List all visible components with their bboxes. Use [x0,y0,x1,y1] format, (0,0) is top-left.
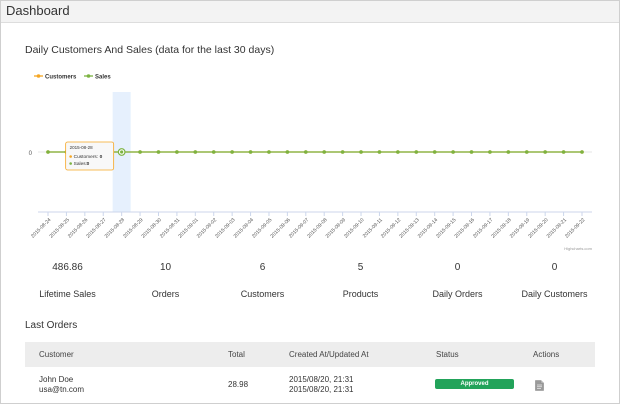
stat-value: 0 [512,257,597,280]
order-total: 28.98 [228,380,249,389]
order-updated-at: 2015/08/20, 21:31 [289,385,354,394]
last-orders-title: Last Orders [25,320,78,331]
stat-customers[interactable]: 6 Customers [220,257,305,308]
column-header-total: Total [228,350,245,359]
tooltip-sales-label: Sales: [74,161,87,167]
stat-label: Lifetime Sales [39,289,96,299]
stat-lifetime-sales[interactable]: 486.86 Lifetime Sales [25,257,110,308]
chart-credit: Highcharts.com [564,246,592,251]
document-icon[interactable] [535,378,544,396]
data-point [193,150,198,154]
data-point [414,150,419,154]
page-header: Dashboard [1,1,619,23]
data-point [488,150,492,154]
data-point [303,150,308,154]
stat-label: Products [342,289,379,299]
data-point [506,150,511,154]
stat-label: Orders [151,289,180,299]
data-point [377,150,382,154]
data-point [138,150,142,154]
column-header-customer: Customer [39,350,74,359]
data-point [46,150,50,154]
data-point [359,150,363,154]
y-tick-label: 0 [29,151,33,157]
tooltip-date: 2015-08-28 [70,145,94,150]
data-point [322,150,327,154]
legend-label: Customers [45,75,77,81]
data-point [561,150,566,154]
data-point [267,150,271,154]
tooltip-sales-value: 0 [87,161,90,167]
data-point [432,150,437,154]
customer-email: usa@tn.com [39,385,85,394]
order-created-at: 2015/08/20, 21:31 [289,375,354,384]
data-point [543,150,547,154]
data-point [211,150,216,154]
orders-table-header: Customer Total Created At/Updated At Sta… [25,342,595,367]
daily-chart[interactable]: 02015-08-242015-08-252015-08-262015-08-2… [0,0,620,256]
stat-value: 5 [318,257,403,280]
hover-marker-dot [120,150,124,154]
stat-daily-orders[interactable]: 0 Daily Orders [415,257,500,308]
data-point [340,150,345,154]
data-point [230,150,234,154]
legend-marker [36,74,41,78]
tooltip-box [65,141,115,171]
stat-value: 6 [220,257,305,280]
data-point [451,150,455,154]
data-point [285,150,290,154]
tooltip-customers-label: Customers: [74,154,99,160]
chart-title: Daily Customers And Sales (data for the … [25,44,275,56]
tooltip-customers-marker [69,155,72,158]
data-point [580,150,584,154]
stat-value: 0 [415,257,500,280]
data-point [469,150,474,154]
stat-label: Customers [240,289,285,299]
column-header-created: Created At/Updated At [289,350,369,359]
column-header-actions: Actions [533,350,560,359]
data-point [175,150,179,154]
page-title: Dashboard [6,3,70,18]
data-point [524,150,529,154]
stat-products[interactable]: 5 Products [318,257,403,308]
tooltip-customers-value: 0 [100,154,103,160]
status-badge: Approved [435,379,514,389]
stat-value: 486.86 [25,257,110,280]
stat-label: Daily Orders [432,289,483,299]
legend-marker [86,74,91,78]
stat-value: 10 [123,257,208,280]
data-point [248,150,253,154]
table-row[interactable]: John Doe usa@tn.com 28.98 2015/08/20, 21… [25,368,595,404]
data-point [396,150,400,154]
x-tick-label: 2015-09-22 [564,217,586,239]
data-point [156,150,161,154]
stat-label: Daily Customers [521,289,588,299]
customer-name: John Doe [39,375,74,384]
stat-daily-customers[interactable]: 0 Daily Customers [512,257,597,308]
column-header-status: Status [436,350,459,359]
stat-orders[interactable]: 10 Orders [123,257,208,308]
legend-label: Sales [95,75,111,81]
tooltip-sales-marker [69,162,72,165]
